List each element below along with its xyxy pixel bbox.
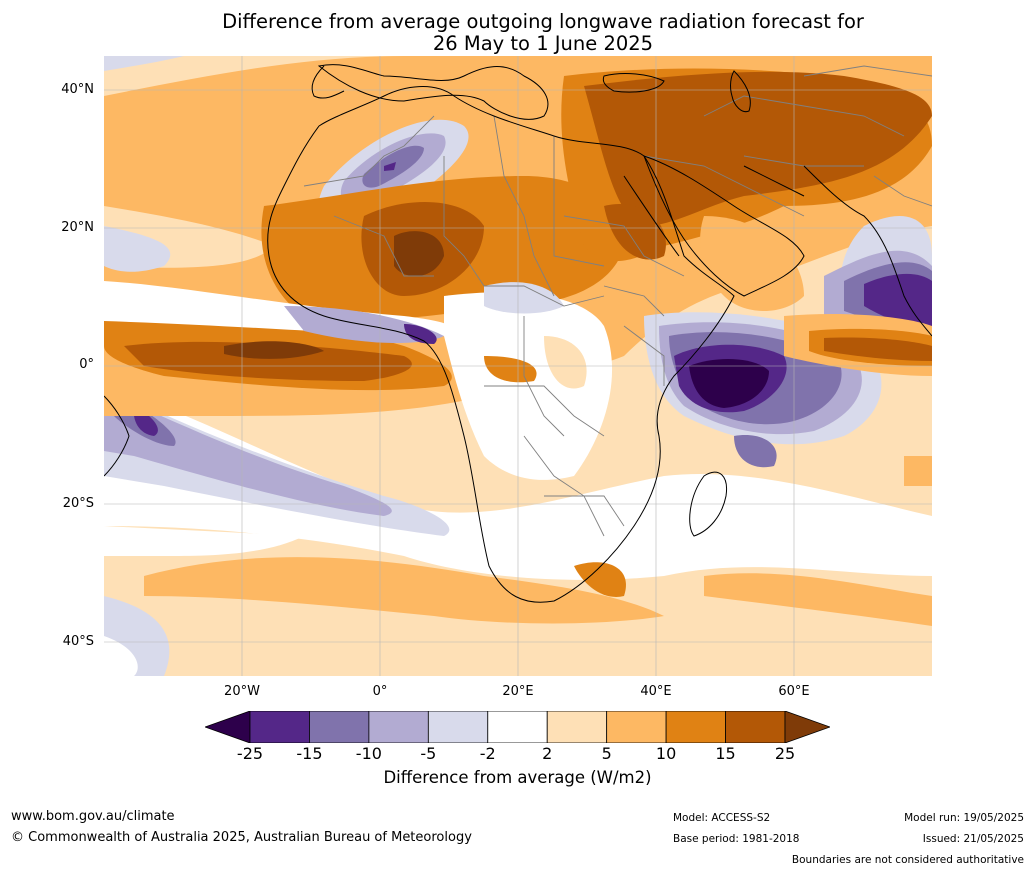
iberia-coastline: [311, 65, 345, 99]
colorbar-tick-label: -2: [479, 744, 496, 763]
footer-model: Model: ACCESS-S2: [673, 812, 771, 824]
south-america-coastline: [104, 395, 130, 477]
lat-label-0: 0°: [79, 357, 94, 372]
footer-issued: Issued: 21/05/2025: [922, 833, 1024, 845]
map-title-line1: Difference from average outgoing longwav…: [222, 10, 864, 33]
colorbar-segment: [606, 711, 667, 743]
colorbar-segment: [427, 711, 489, 743]
anomaly-region-west-indian-negative-5: [689, 359, 769, 408]
anomaly-region-equatorial-atlantic-positive-3: [224, 341, 324, 359]
colorbar-segment: [249, 711, 310, 743]
colorbar-segment: [665, 711, 726, 743]
arabian-peninsula-coastline: [643, 155, 805, 297]
coastlines: [104, 64, 932, 603]
olr-anomaly-map: [104, 56, 932, 676]
lon-label-20e: 20°E: [502, 684, 534, 699]
anomaly-region-atlantic-purple: [104, 226, 171, 272]
anomaly-region-east-africa-light: [544, 336, 587, 389]
lon-label-40e: 40°E: [640, 684, 672, 699]
anomaly-region-sahara-negative-4: [384, 162, 396, 171]
lat-label-40n: 40°N: [61, 82, 94, 97]
anomaly-region-gulf-guinea-negative-2: [404, 324, 437, 344]
europe-coastline: [317, 64, 549, 120]
anomaly-region-south-atlantic-negative-2: [104, 391, 392, 516]
anomaly-region-madagascar-negative: [734, 435, 777, 468]
lon-label-0: 0°: [372, 684, 388, 699]
anomaly-region-central-africa-positive: [484, 356, 537, 383]
anomaly-region-arabia-lightorange: [700, 216, 804, 311]
footer-base-period: Base period: 1981-2018: [673, 833, 800, 845]
footer-copyright: © Commonwealth of Australia 2025, Austra…: [11, 830, 472, 845]
lat-label-40s: 40°S: [62, 634, 94, 649]
anomaly-region-south-indian-positive: [904, 456, 932, 486]
colorbar-segment: [725, 711, 786, 743]
anomaly-region-sahel-positive-3: [394, 231, 444, 277]
graticule: [104, 56, 932, 676]
anomaly-region-equatorial-atlantic-positive-2: [124, 341, 412, 381]
anomaly-region-south-positive-2: [704, 573, 932, 626]
colorbar-segment: [546, 711, 608, 743]
persian-gulf-coastline: [743, 165, 805, 197]
anomaly-region-arabia-positive-2: [584, 71, 932, 226]
colorbar-label: Difference from average (W/m2): [383, 768, 652, 787]
anomaly-region-southwest-corner-neutral: [104, 636, 138, 676]
lon-label-20w: 20°W: [224, 684, 260, 699]
colorbar-tick-label: -25: [236, 744, 264, 763]
anomaly-region-north-atlantic-lightpurple: [104, 56, 184, 71]
colorbar-extend-low: [205, 711, 251, 743]
colorbar-segment: [309, 711, 370, 743]
anomaly-region-south-positive-3: [574, 562, 626, 597]
anomaly-region-southern-neutral: [104, 386, 932, 580]
anomaly-region-indian-ocean-negative-4: [864, 273, 932, 326]
madagascar-coastline: [689, 471, 728, 537]
colorbar-tick-label: 10: [655, 744, 677, 763]
colorbar-tick-label: -5: [420, 744, 437, 763]
anomaly-region-north-atlantic-neutral: [104, 56, 284, 86]
anomaly-region-arabia-positive-3: [604, 204, 666, 260]
colorbar-tick-label: 15: [715, 744, 736, 763]
footer-disclaimer: Boundaries are not considered authoritat…: [791, 854, 1024, 866]
lon-label-60e: 60°E: [778, 684, 810, 699]
colorbar-segment: [368, 711, 429, 743]
anomaly-region-central-africa-purple: [484, 282, 564, 314]
map-title-line2: 26 May to 1 June 2025: [432, 32, 654, 55]
caspian-coastline: [730, 70, 751, 113]
colorbar-tick-label: -15: [296, 744, 323, 763]
footer-model-run: Model run: 19/05/2025: [904, 812, 1024, 824]
red-sea-coastline: [623, 175, 680, 257]
black-sea-coastline: [602, 73, 665, 93]
colorbar-tick-label: 5: [601, 744, 612, 763]
colorbar-tick-label: 2: [542, 744, 553, 763]
anomaly-region-south-positive-1: [144, 557, 664, 624]
colorbar-tick-label: -10: [355, 744, 382, 763]
footer-website: www.bom.gov.au/climate: [11, 809, 175, 824]
lat-label-20s: 20°S: [62, 496, 94, 511]
colorbar-segment: [487, 711, 548, 743]
colorbar-extend-high: [784, 711, 830, 743]
anomaly-region-south-west-neutral: [104, 526, 304, 556]
lat-label-20n: 20°N: [61, 220, 94, 235]
colorbar-tick-label: 25: [774, 744, 796, 763]
south-asia-coastline: [803, 165, 932, 337]
africa-coastline: [267, 86, 735, 603]
anomaly-region-east-indian-positive-3: [824, 337, 932, 361]
colorbar: [205, 711, 830, 743]
